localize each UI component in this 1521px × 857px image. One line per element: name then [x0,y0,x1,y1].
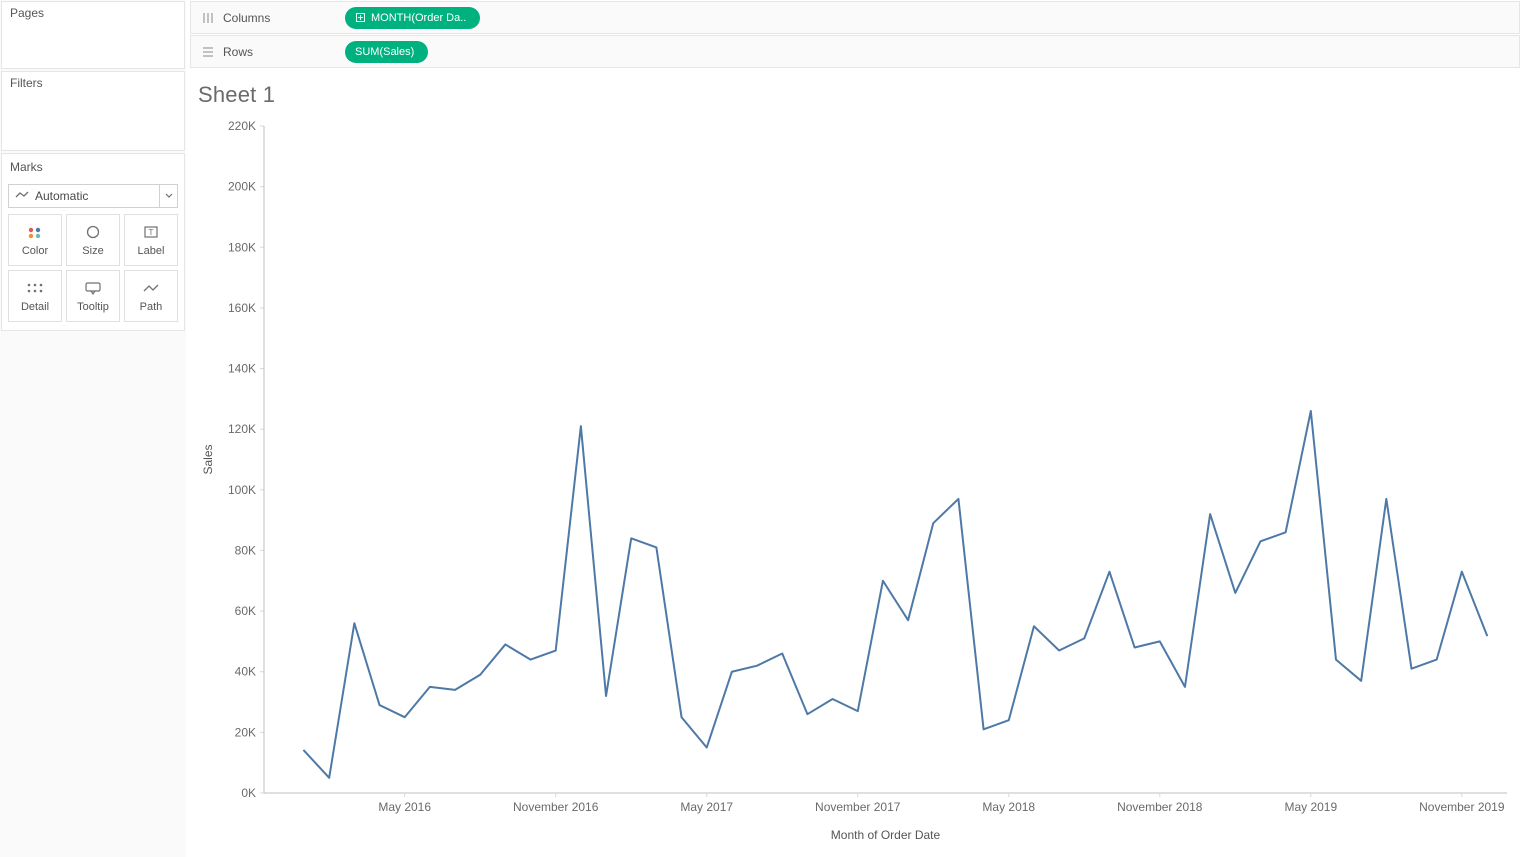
svg-text:100K: 100K [228,483,256,497]
left-panel: Pages Filters Marks Automatic [0,0,186,857]
svg-text:Sales: Sales [201,444,215,474]
rows-shelf[interactable]: Rows SUM(Sales) [190,35,1520,68]
filters-title: Filters [2,72,184,94]
columns-shelf-label: Columns [191,11,341,25]
tooltip-icon [84,279,102,297]
svg-text:80K: 80K [235,543,256,557]
color-label: Color [22,245,48,257]
svg-text:November 2017: November 2017 [815,800,901,814]
columns-pill-text: MONTH(Order Da.. [371,12,466,24]
marks-card: Marks Automatic [1,153,185,331]
chevron-down-icon [159,185,177,207]
rows-shelf-label: Rows [191,45,341,59]
svg-text:180K: 180K [228,240,256,254]
pages-card[interactable]: Pages [1,1,185,69]
path-icon [142,279,160,297]
rows-text: Rows [223,45,253,59]
size-button[interactable]: Size [66,214,120,266]
tooltip-button[interactable]: Tooltip [66,270,120,322]
svg-text:60K: 60K [235,604,256,618]
svg-text:T: T [149,228,154,237]
svg-text:40K: 40K [235,665,256,679]
size-label: Size [82,245,103,257]
mark-type-dropdown[interactable]: Automatic [8,184,178,208]
marks-buttons: Color Size T Label [2,214,184,322]
sheet-title[interactable]: Sheet 1 [194,74,1517,114]
path-label: Path [140,301,163,313]
detail-icon [26,279,44,297]
rows-pill-text: SUM(Sales) [355,46,414,58]
svg-text:Month of Order Date: Month of Order Date [831,828,941,842]
pages-title: Pages [2,2,184,24]
columns-icon [201,12,215,24]
rows-icon [201,46,215,58]
chart-area: Sheet 1 0K 20K 40K 60K 80K 100K 120K 140K 160K 18… [194,74,1517,853]
columns-shelf[interactable]: Columns MONTH(Order Da.. [190,1,1520,34]
svg-text:November 2016: November 2016 [513,800,599,814]
marks-title: Marks [2,154,184,180]
size-icon [84,223,102,241]
columns-pill[interactable]: MONTH(Order Da.. [345,7,480,29]
line-chart[interactable]: 0K 20K 40K 60K 80K 100K 120K 140K 160K 180K 200K 22… [194,116,1517,853]
label-button[interactable]: T Label [124,214,178,266]
tooltip-label: Tooltip [77,301,109,313]
plus-icon [355,13,365,23]
svg-text:November 2019: November 2019 [1419,800,1505,814]
mark-type-label: Automatic [35,189,88,203]
label-label: Label [138,245,165,257]
columns-text: Columns [223,11,270,25]
chart-frame[interactable]: 0K 20K 40K 60K 80K 100K 120K 140K 160K 180K 200K 22… [194,116,1517,853]
svg-text:0K: 0K [241,786,256,800]
svg-text:140K: 140K [228,362,256,376]
detail-label: Detail [21,301,49,313]
color-icon [26,223,44,241]
label-icon: T [143,223,159,241]
rows-pill[interactable]: SUM(Sales) [345,41,428,63]
app-root: Pages Filters Marks Automatic [0,0,1521,857]
svg-text:20K: 20K [235,725,256,739]
filters-card[interactable]: Filters [1,71,185,151]
svg-text:220K: 220K [228,119,256,133]
svg-text:May 2019: May 2019 [1284,800,1337,814]
svg-text:May 2018: May 2018 [982,800,1035,814]
svg-text:120K: 120K [228,422,256,436]
path-button[interactable]: Path [124,270,178,322]
svg-text:200K: 200K [228,180,256,194]
automatic-line-icon [15,189,29,203]
svg-text:May 2016: May 2016 [378,800,431,814]
svg-text:November 2018: November 2018 [1117,800,1203,814]
main-panel: Columns MONTH(Order Da.. Rows SUM(Sales)… [186,0,1521,857]
svg-text:May 2017: May 2017 [680,800,733,814]
color-button[interactable]: Color [8,214,62,266]
svg-text:160K: 160K [228,301,256,315]
detail-button[interactable]: Detail [8,270,62,322]
